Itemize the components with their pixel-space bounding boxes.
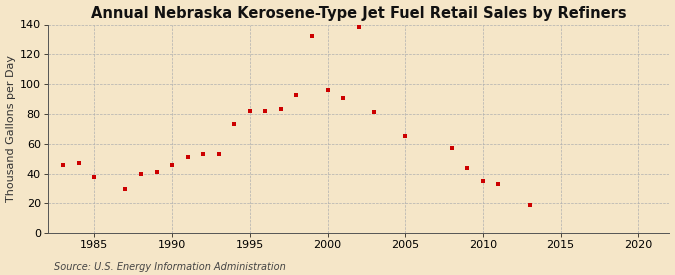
Point (275, 107, 286, 112)
Point (260, 109, 271, 113)
Point (58, 163, 69, 167)
Point (338, 95, 348, 100)
Point (229, 122, 240, 127)
Point (462, 166, 472, 170)
Point (446, 146, 457, 150)
Y-axis label: Thousand Gallons per Day: Thousand Gallons per Day (5, 55, 16, 202)
Point (244, 109, 255, 113)
Point (89, 174, 100, 179)
Point (306, 34, 317, 39)
Point (136, 171, 146, 176)
Point (213, 152, 224, 156)
Point (151, 170, 162, 174)
Text: Source: U.S. Energy Information Administration: Source: U.S. Energy Information Administ… (54, 262, 286, 272)
Point (493, 182, 504, 186)
Point (369, 110, 379, 115)
Point (167, 163, 178, 167)
Point (353, 25, 364, 30)
Point (182, 155, 193, 160)
Point (477, 179, 488, 183)
Point (291, 92, 302, 97)
Point (74, 161, 84, 165)
Point (120, 186, 131, 191)
Point (524, 203, 535, 207)
Point (322, 88, 333, 92)
Point (400, 134, 410, 139)
Title: Annual Nebraska Kerosene-Type Jet Fuel Retail Sales by Refiners: Annual Nebraska Kerosene-Type Jet Fuel R… (91, 6, 626, 21)
Point (198, 152, 209, 156)
